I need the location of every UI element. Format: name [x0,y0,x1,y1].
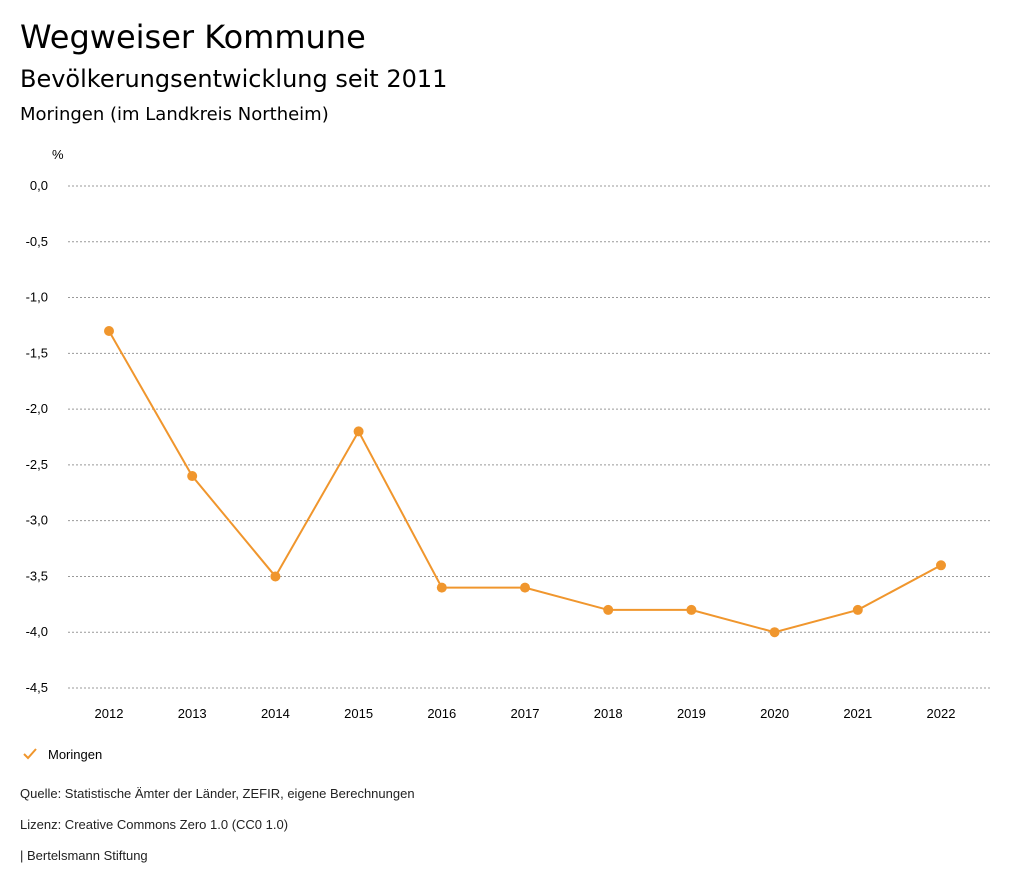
data-point[interactable] [769,627,780,638]
data-point[interactable] [686,604,697,615]
region-label: Moringen (im Landkreis Northeim) [20,104,329,125]
legend-label: Moringen [48,746,103,762]
x-tick-label: 2020 [760,706,789,721]
y-tick-label: -1,0 [26,290,48,305]
legend-check-icon [23,748,37,760]
source-note: Quelle: Statistische Ämter der Länder, Z… [20,786,415,801]
x-tick-label: 2013 [178,706,207,721]
x-tick-label: 2014 [261,706,290,721]
chart-legend[interactable]: Moringen [20,744,102,764]
data-point[interactable] [852,604,863,615]
line-chart: % 0,0 -0,5 -1,0 -1,5 -2,0 -2,5 -3,0 -3,5 -4,0 -4,… [26,147,990,721]
x-tick-label: 2019 [677,706,706,721]
x-tick-label: 2016 [427,706,456,721]
chart-subtitle: Bevölkerungsentwicklung seit 2011 [20,65,448,93]
x-tick-label: 2018 [594,706,623,721]
y-tick-label: 0,0 [30,178,48,193]
y-tick-label: -3,5 [26,568,48,583]
x-tick-label: 2021 [843,706,872,721]
publisher-note[interactable]: | Bertelsmann Stiftung [20,848,148,863]
y-tick-label: -3,0 [26,513,48,528]
data-point[interactable] [436,582,447,593]
y-tick-label: -2,0 [26,401,48,416]
data-point[interactable] [187,471,198,482]
data-point[interactable] [603,604,614,615]
license-note: Lizenz: Creative Commons Zero 1.0 (CC0 1… [20,817,289,832]
y-tick-label: -4,0 [26,624,48,639]
data-point[interactable] [270,571,281,582]
x-tick-label: 2017 [511,706,540,721]
data-point[interactable] [104,326,114,337]
y-tick-label: -2,5 [26,457,48,472]
page-title: Wegweiser Kommune [20,18,366,56]
y-tick-label: -4,5 [26,680,48,695]
y-axis-unit: % [52,147,64,162]
data-point[interactable] [520,582,530,593]
x-tick-label: 2015 [344,706,373,721]
y-tick-label: -1,5 [26,345,48,360]
x-tick-label: 2012 [95,706,124,721]
x-tick-label: 2022 [927,706,956,721]
data-point[interactable] [353,426,364,437]
y-tick-label: -0,5 [26,234,48,249]
data-point[interactable] [936,560,946,571]
